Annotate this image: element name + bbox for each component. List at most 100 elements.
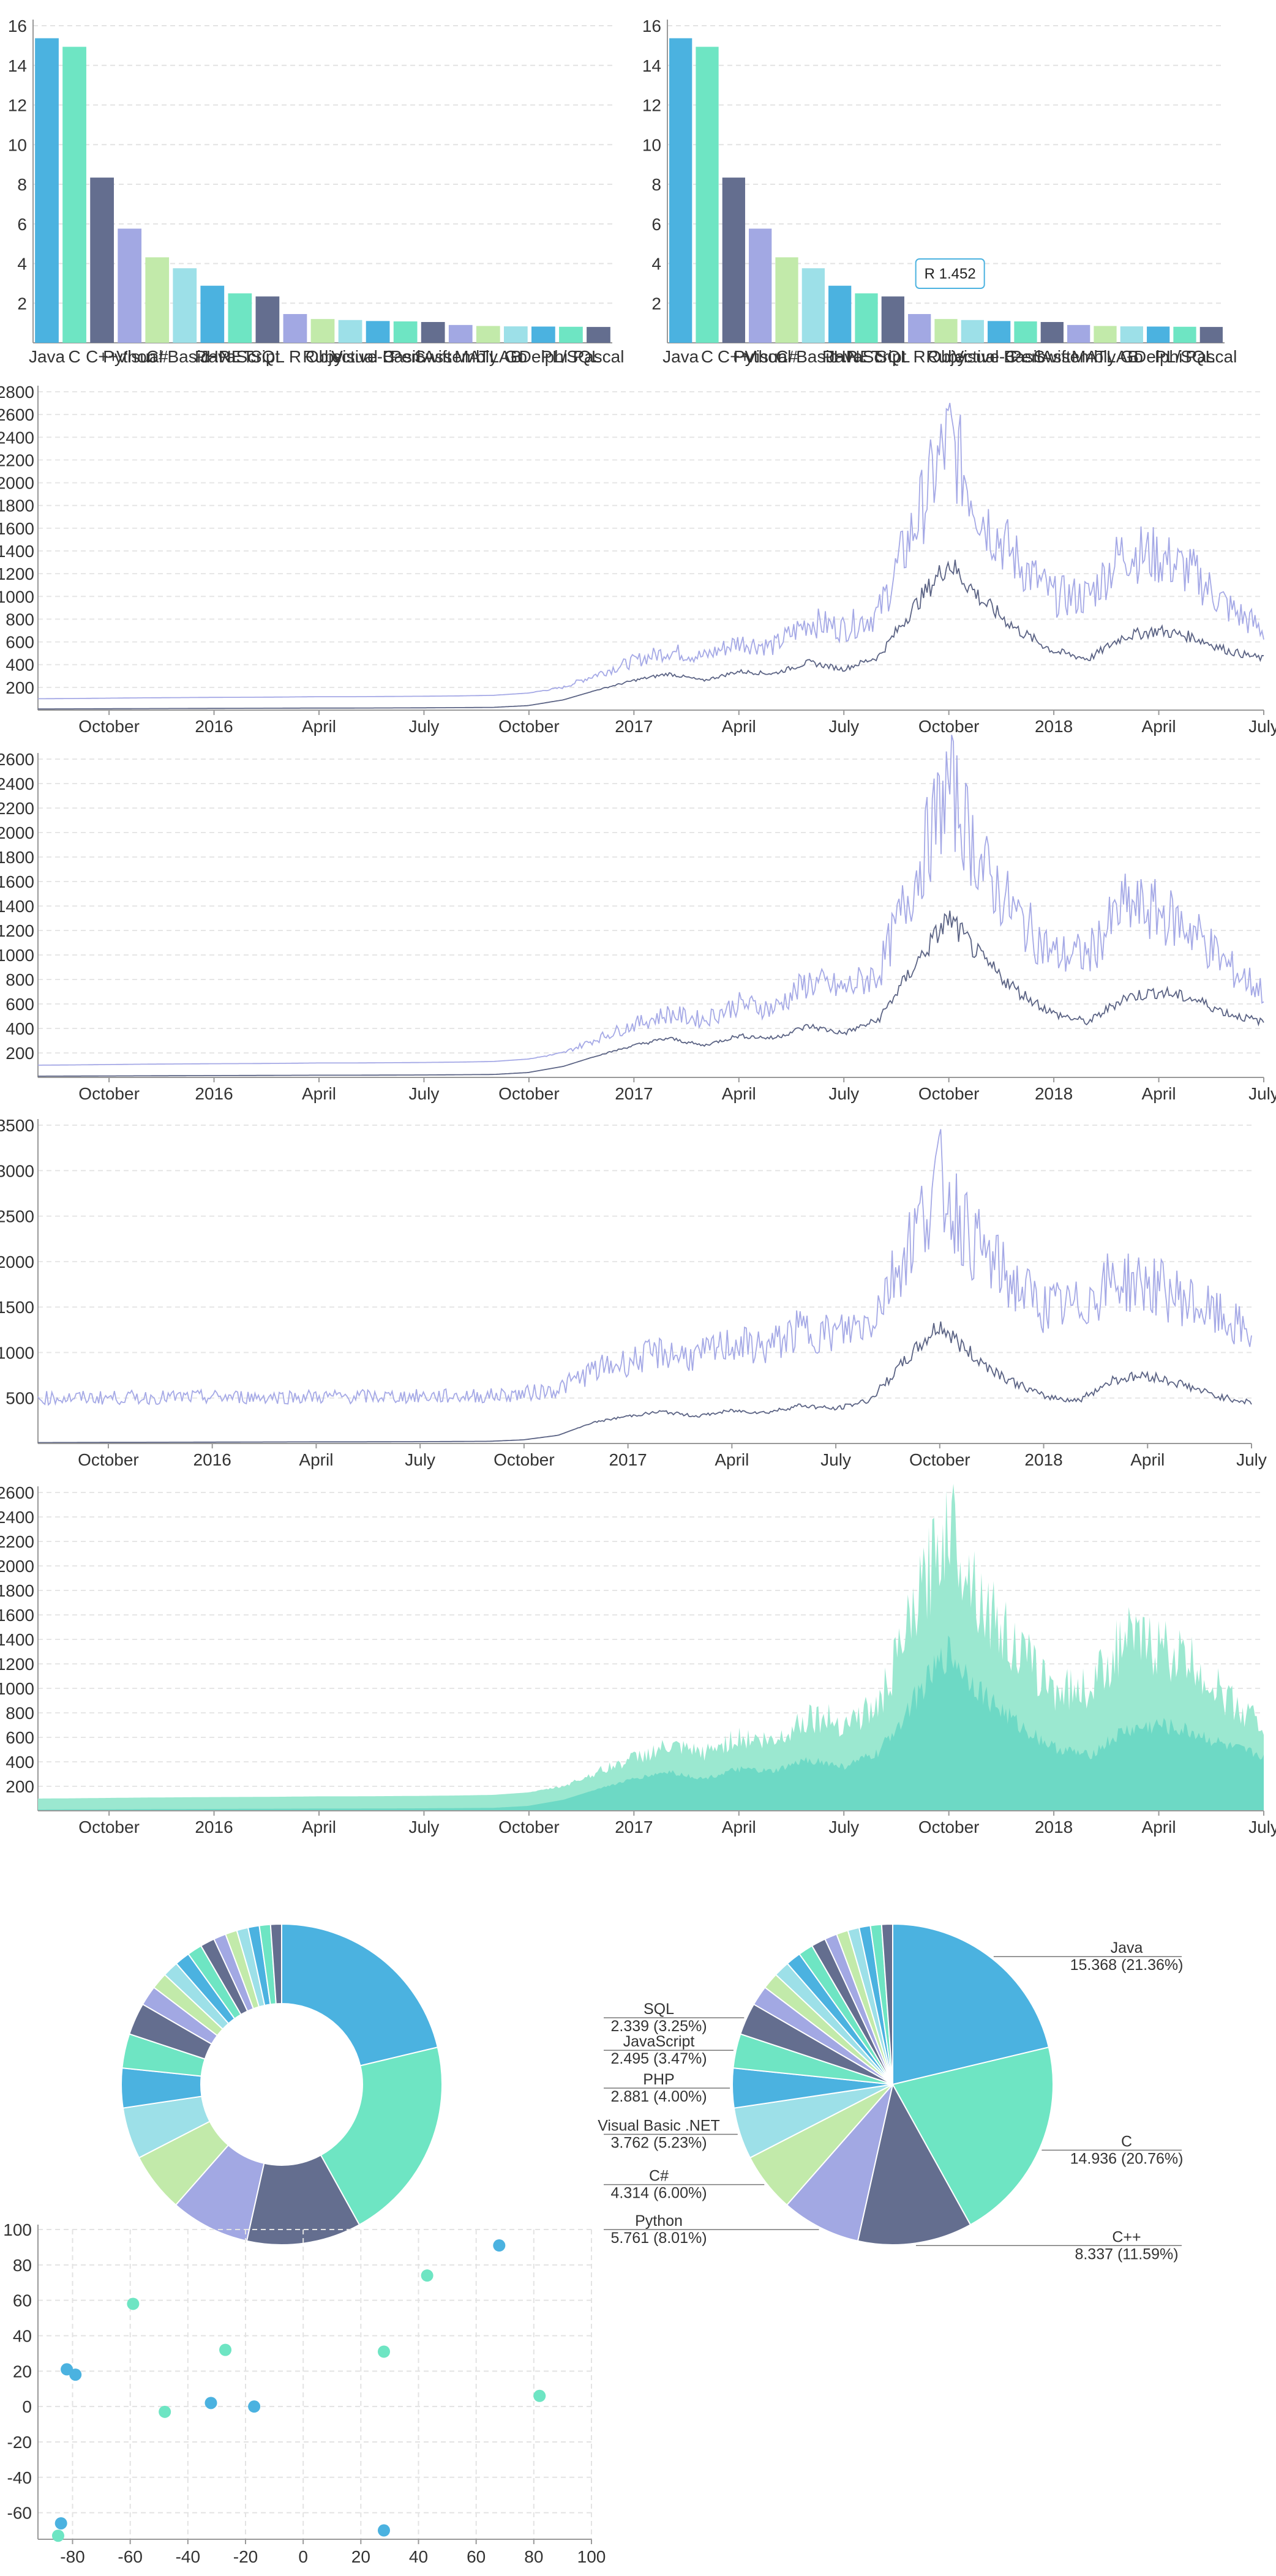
x-tick-label: July <box>1248 1084 1276 1103</box>
pie-slice <box>892 1923 1050 2086</box>
pie-slice <box>786 2084 893 2242</box>
slice-pct: 3.25% <box>658 2018 702 2035</box>
x-tick-label: 40 <box>409 2547 428 2566</box>
x-tick-label: Visual Basic .NET <box>116 347 253 366</box>
x-tick-label: April <box>299 1450 333 1469</box>
x-tick-label: April <box>722 717 756 736</box>
bar <box>338 320 362 343</box>
scatter-point <box>421 2269 433 2282</box>
x-tick-label: October <box>909 1450 970 1469</box>
x-tick-label: 2017 <box>615 717 653 736</box>
series-line <box>37 1129 1252 1406</box>
slice-name-label: Java <box>1111 1939 1143 1956</box>
bar <box>310 319 335 343</box>
y-tick-label: 2200 <box>0 799 34 818</box>
bar <box>828 285 852 343</box>
y-tick-label: 4 <box>651 255 661 274</box>
x-tick-label: MATLAB <box>1071 347 1139 366</box>
pie-slice <box>281 1923 439 2067</box>
slice-value-label: 5.761 (8.01%) <box>610 2230 707 2247</box>
x-tick-label: R <box>914 347 926 366</box>
y-tick-label: 200 <box>6 1044 34 1063</box>
bar <box>1173 326 1196 343</box>
x-tick-label: PHP <box>195 347 230 366</box>
x-tick-label: Visual Basic <box>331 347 424 366</box>
scatter-point <box>205 2397 217 2409</box>
y-tick-label: 2400 <box>0 1508 34 1527</box>
x-tick-label: April <box>302 1818 336 1837</box>
x-tick-label: October <box>498 1084 560 1103</box>
slice-value: 4.314 <box>610 2185 649 2202</box>
slice-pct-close: ) <box>702 2134 707 2151</box>
x-tick-label: Objective-C <box>928 347 1017 366</box>
y-tick-label: 1200 <box>0 1655 34 1674</box>
x-tick-label: April <box>302 717 336 736</box>
bar <box>587 327 610 343</box>
y-tick-label: 400 <box>6 1753 34 1772</box>
x-tick-label: Assembly <box>424 347 498 366</box>
bar <box>1040 322 1064 343</box>
y-tick-label: 2800 <box>0 383 34 402</box>
y-tick-label: 10 <box>642 135 661 154</box>
x-tick-label: -60 <box>118 2547 142 2566</box>
y-tick-label: 2600 <box>0 750 34 769</box>
x-tick-label: -40 <box>176 2547 200 2566</box>
series-line <box>38 910 1264 1077</box>
y-tick-label: 1800 <box>0 496 34 515</box>
slice-name-label: C# <box>649 2168 669 2185</box>
y-tick-label: 3500 <box>0 1116 34 1135</box>
x-tick-label: 2018 <box>1035 717 1073 736</box>
bar <box>62 47 86 343</box>
slice-value: 2.495 <box>610 2050 649 2067</box>
x-tick-label: C++ <box>718 347 750 366</box>
donut-chart <box>121 1923 443 2245</box>
slice-name-label: SQL <box>644 2001 674 2018</box>
x-tick-label: 80 <box>524 2547 543 2566</box>
slice-pct: 6.00% <box>658 2185 702 2202</box>
x-tick-label: July <box>828 717 859 736</box>
x-tick-label: April <box>1142 1084 1176 1103</box>
series-line <box>38 1321 1252 1443</box>
x-tick-label: October <box>498 1818 560 1837</box>
x-tick-label: Swift <box>1034 347 1071 366</box>
x-tick-label: October <box>78 1818 140 1837</box>
x-tick-label: 20 <box>351 2547 370 2566</box>
x-tick-label: October <box>78 717 140 736</box>
x-tick-label: Java <box>662 347 699 366</box>
slice-value: 14.936 <box>1070 2150 1117 2167</box>
slice-name-label: PHP <box>643 2071 674 2088</box>
tooltip-box <box>915 258 985 289</box>
slice-pct-close: ) <box>1173 2245 1178 2263</box>
y-tick-label: 40 <box>13 2326 32 2345</box>
pie-slice <box>320 2046 443 2226</box>
bar <box>393 321 418 343</box>
y-tick-label: 600 <box>6 633 34 652</box>
scatter-chart: -60 -40 -20 0 20 40 60 80 100 -80 -60 -40 -20 0 20 40 60… <box>3 2220 606 2566</box>
y-tick-label: 0 <box>22 2397 32 2416</box>
pie-slice <box>269 1923 282 2005</box>
y-tick-label: 800 <box>6 610 34 629</box>
y-tick-label: 1800 <box>0 1581 34 1600</box>
slice-pct-close: ) <box>702 2230 707 2247</box>
slice-value-label: 2.339 (3.25%) <box>610 2018 707 2035</box>
y-tick-label: 6 <box>17 215 27 234</box>
x-tick-label: 2016 <box>195 1084 233 1103</box>
x-tick-label: R <box>289 347 301 366</box>
line-chart-3: 500 1000 1500 2000 2500 3000 3500 October 2016 Ap… <box>0 1116 1267 1469</box>
y-tick-label: 1000 <box>0 1343 34 1362</box>
x-tick-label: JavaScript <box>200 347 280 366</box>
bar <box>1067 324 1090 343</box>
x-tick-label: Objective-C <box>306 347 395 366</box>
y-tick-label: 1200 <box>0 564 34 583</box>
slice-value: 2.339 <box>610 2018 649 2035</box>
y-tick-label: 800 <box>6 1704 34 1723</box>
slice-pct-open: ( <box>1117 2150 1127 2167</box>
bar <box>1014 321 1037 343</box>
y-tick-label: 8 <box>17 175 27 194</box>
x-tick-label: October <box>498 717 560 736</box>
x-tick-label: July <box>828 1084 859 1103</box>
x-tick-label: SQL <box>876 347 910 366</box>
slice-value-label: 3.762 (5.23%) <box>610 2134 707 2151</box>
y-tick-label: 1500 <box>0 1298 34 1317</box>
slice-pct-open: ( <box>649 2018 659 2035</box>
